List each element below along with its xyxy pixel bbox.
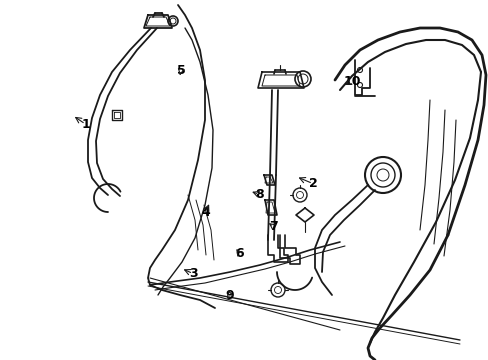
Text: 8: 8 — [254, 188, 263, 201]
Text: 6: 6 — [235, 247, 244, 260]
Text: 5: 5 — [176, 64, 185, 77]
Text: 9: 9 — [225, 289, 234, 302]
Text: 10: 10 — [343, 75, 360, 87]
Text: 4: 4 — [201, 206, 209, 219]
Text: 1: 1 — [81, 118, 90, 131]
Text: 2: 2 — [308, 177, 317, 190]
Text: 3: 3 — [188, 267, 197, 280]
Text: 7: 7 — [269, 220, 278, 233]
